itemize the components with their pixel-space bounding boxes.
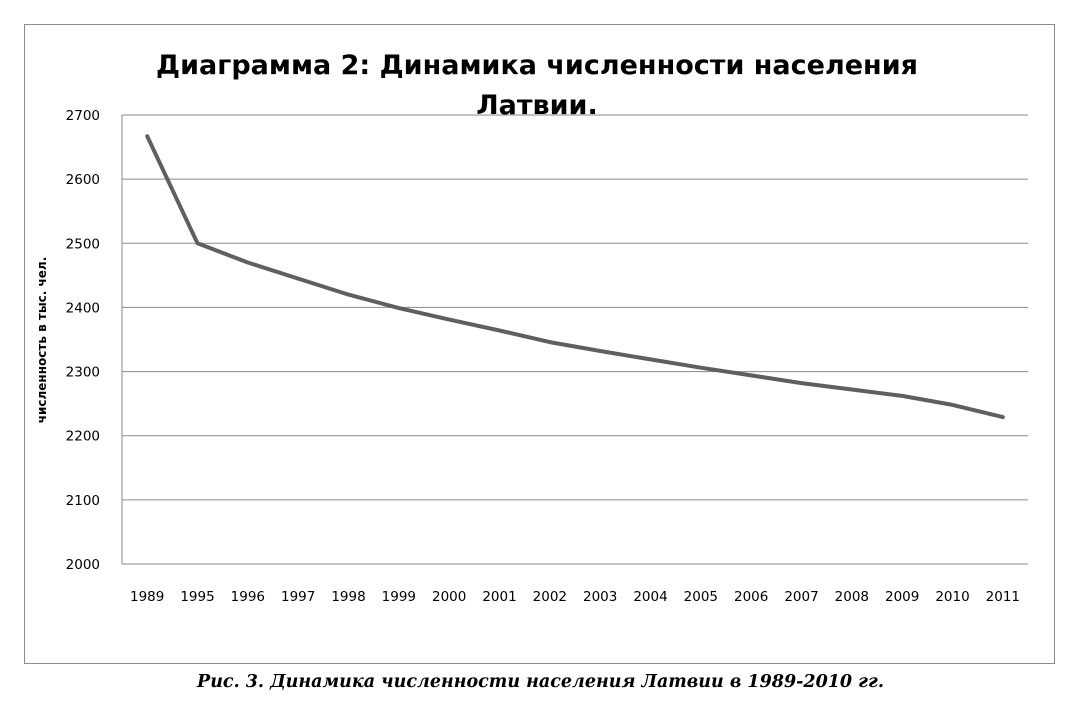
x-tick-label: 2003 xyxy=(583,589,617,605)
axes xyxy=(121,115,1028,565)
x-tick-label: 1989 xyxy=(130,589,164,605)
x-tick-label: 2001 xyxy=(482,589,516,605)
x-tick-label: 2006 xyxy=(734,589,768,605)
chart-title-line-1: Диаграмма 2: Динамика численности населе… xyxy=(156,50,918,81)
chart-title-line-2: Латвии. xyxy=(476,90,597,121)
x-tick-label: 2004 xyxy=(633,589,667,605)
y-tick-label: 2300 xyxy=(66,365,100,381)
y-tick-label: 2000 xyxy=(66,557,100,573)
y-axis-title: численность в тыс. чел. xyxy=(35,257,49,424)
x-tick-labels: 1989 1995 1996 1997 1998 1999 2000 2001 2002 2003… xyxy=(130,589,1020,605)
x-tick-label: 2008 xyxy=(835,589,869,605)
x-tick-label: 2002 xyxy=(533,589,567,605)
x-tick-label: 1996 xyxy=(231,589,265,605)
x-tick-label: 2005 xyxy=(684,589,718,605)
series-line-0 xyxy=(145,134,1005,420)
x-tick-label: 2010 xyxy=(935,589,969,605)
x-tick-label: 1998 xyxy=(331,589,365,605)
x-tick-label: 2011 xyxy=(986,589,1020,605)
chart-frame xyxy=(24,24,1055,664)
y-tick-label: 2600 xyxy=(66,172,100,188)
x-tick-label: 2007 xyxy=(784,589,818,605)
y-tick-label: 2100 xyxy=(66,493,100,509)
gridlines xyxy=(122,114,1028,501)
y-tick-label: 2400 xyxy=(66,300,100,316)
y-tick-label: 2700 xyxy=(66,108,100,124)
figure-caption: Рис. 3. Динамика численности населения Л… xyxy=(197,672,884,692)
x-tick-label: 2000 xyxy=(432,589,466,605)
x-tick-label: 1995 xyxy=(180,589,214,605)
y-tick-label: 2500 xyxy=(66,236,100,252)
x-tick-label: 2009 xyxy=(885,589,919,605)
x-tick-label: 1999 xyxy=(382,589,416,605)
x-tick-label: 1997 xyxy=(281,589,315,605)
y-tick-label: 2200 xyxy=(66,429,100,445)
y-tick-labels: 2000 2100 2200 2300 2400 2500 2600 2700 xyxy=(66,108,100,573)
series-layer xyxy=(145,134,1005,420)
